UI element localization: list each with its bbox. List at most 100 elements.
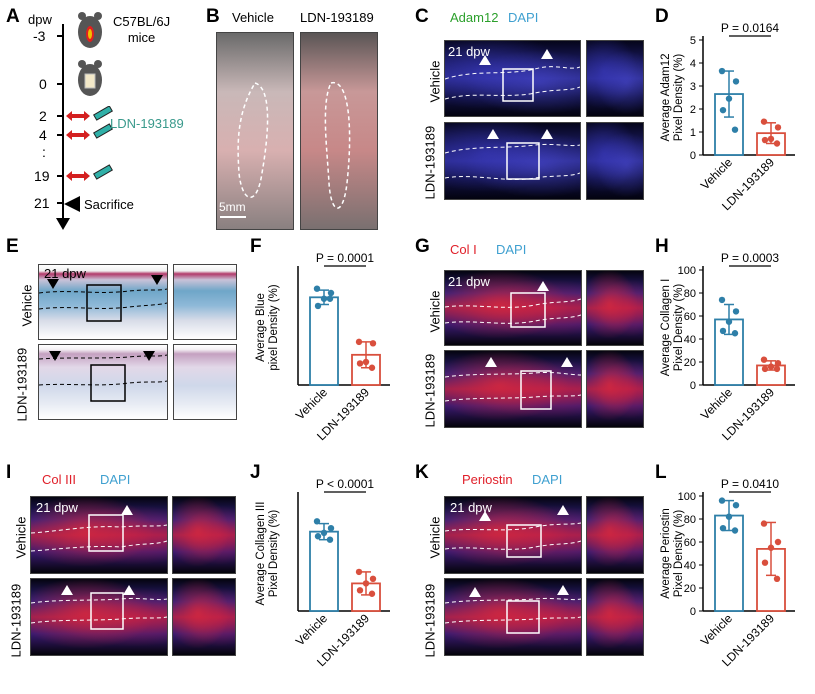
stain-dapi-label: DAPI xyxy=(508,10,539,25)
data-point xyxy=(732,308,740,315)
scale-bar-label: 5mm xyxy=(219,200,246,214)
y-tick-label: 0 xyxy=(690,150,696,162)
x-tick-label: Vehicle xyxy=(698,611,735,648)
data-point xyxy=(774,359,782,367)
y-tick-label: 100 xyxy=(678,491,696,503)
y-tick-label: 5 xyxy=(690,35,696,47)
drug-label: LDN-193189 xyxy=(110,116,184,131)
data-point xyxy=(732,502,740,509)
bar xyxy=(714,514,744,612)
y-tick-label: 20 xyxy=(684,583,696,595)
panel-label-l: L xyxy=(655,462,667,483)
micrograph-vehicle xyxy=(38,264,168,340)
micrograph-zoom xyxy=(172,578,236,656)
y-tick-label: 80 xyxy=(684,514,696,526)
y-axis-title-line: Average Collagen III xyxy=(255,502,267,606)
photo-vehicle-label: Vehicle xyxy=(232,10,274,25)
panel-label-i: I xyxy=(6,462,12,483)
tick-label: 4 xyxy=(39,127,47,143)
data-point xyxy=(313,285,321,292)
p-value-label: P < 0.0001 xyxy=(316,477,374,491)
row-label-vehicle: Vehicle xyxy=(13,516,29,559)
micrograph-ldn xyxy=(30,578,168,656)
data-point xyxy=(719,106,727,114)
y-tick-label: 1 xyxy=(690,127,696,139)
stain-marker-label: Col III xyxy=(42,472,76,487)
row-label-ldn: LDN-193189 xyxy=(422,583,438,658)
y-axis-title: Average Collagen IPixel Density (%) xyxy=(660,279,685,377)
data-point xyxy=(355,568,363,576)
row-label-vehicle: Vehicle xyxy=(427,516,443,559)
wound-photo-ldn xyxy=(300,32,378,230)
data-point xyxy=(760,118,768,125)
y-tick-label: 20 xyxy=(684,357,696,369)
row-label-vehicle: Vehicle xyxy=(427,60,443,103)
panel-label-e: E xyxy=(6,236,19,257)
syringe-icon xyxy=(93,106,113,180)
micrograph-ldn xyxy=(444,122,581,200)
y-tick-label: 100 xyxy=(678,265,696,277)
stain-dapi-label: DAPI xyxy=(532,472,563,487)
y-tick-label: 40 xyxy=(684,560,696,572)
sacrifice-arrow-icon xyxy=(64,196,80,212)
bar xyxy=(309,296,339,386)
data-point xyxy=(725,513,733,520)
data-point xyxy=(767,544,775,551)
data-point xyxy=(368,590,376,597)
panel-label-a: A xyxy=(6,6,20,27)
data-point xyxy=(761,136,769,144)
y-tick-label: 3 xyxy=(690,81,696,93)
tick-label: 19 xyxy=(34,168,50,184)
row-label-vehicle: Vehicle xyxy=(19,284,35,327)
data-point xyxy=(314,302,322,310)
timeline-axis xyxy=(56,24,70,230)
y-axis-title-line: Average Collagen I xyxy=(660,279,672,377)
data-point xyxy=(760,356,768,363)
x-tick-label: Vehicle xyxy=(293,611,330,648)
row-label-ldn: LDN-193189 xyxy=(8,583,24,658)
row-label-ldn: LDN-193189 xyxy=(422,125,438,200)
dpw-label: 21 dpw xyxy=(450,500,492,515)
data-point xyxy=(327,525,335,532)
micrograph-ldn xyxy=(444,350,582,428)
y-axis-title-line: pixel Density (%) xyxy=(268,284,280,370)
p-value-label: P = 0.0164 xyxy=(721,21,779,35)
data-point xyxy=(731,126,739,133)
data-point xyxy=(774,538,782,546)
data-point xyxy=(761,559,769,566)
y-axis-title-line: Pixel Density (%) xyxy=(673,54,685,142)
injection-markers xyxy=(66,111,90,181)
y-tick-label: 80 xyxy=(684,288,696,300)
data-point xyxy=(731,527,739,534)
data-point xyxy=(326,536,334,543)
micrograph-zoom xyxy=(586,122,644,200)
y-axis-title: Average PeriostinPixel Density (%) xyxy=(660,508,685,599)
stain-marker-label: Col I xyxy=(450,242,477,257)
panel-label-b: B xyxy=(206,6,220,27)
panel-label-f: F xyxy=(250,236,262,257)
y-axis-title-line: Pixel Density (%) xyxy=(268,510,280,598)
tick-label: -3 xyxy=(33,28,46,44)
stain-marker-label: Periostin xyxy=(462,472,513,487)
dpw-label: 21 dpw xyxy=(448,44,490,59)
y-axis-title-line: Average Adam12 xyxy=(660,53,672,141)
x-tick-label: Vehicle xyxy=(698,155,735,192)
y-tick-label: 60 xyxy=(684,311,696,323)
y-axis-title-line: Average Periostin xyxy=(660,508,672,599)
data-point xyxy=(369,340,377,347)
micrograph-vehicle xyxy=(30,496,168,574)
y-axis-title-line: Pixel Density (%) xyxy=(673,284,685,372)
stain-marker-label: Adam12 xyxy=(450,10,499,25)
data-point xyxy=(731,330,739,337)
panel-label-d: D xyxy=(655,6,669,27)
micrograph-zoom xyxy=(586,350,644,428)
data-point xyxy=(356,360,364,367)
tick-label: : xyxy=(42,144,46,160)
dpw-label: 21 dpw xyxy=(44,266,86,281)
x-tick-label: Vehicle xyxy=(293,385,330,422)
data-point xyxy=(773,365,781,373)
